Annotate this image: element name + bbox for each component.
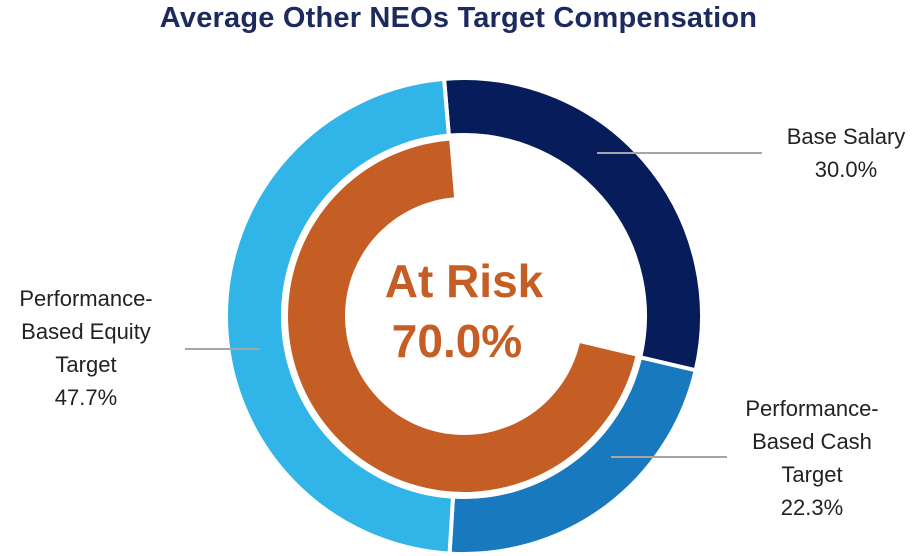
value-label-cash: 22.3%: [781, 495, 843, 520]
outer-ring: [224, 76, 704, 556]
center-label-at-risk: At Risk: [385, 255, 544, 307]
inner-ring: [288, 140, 636, 493]
slice-label-equity: Target: [55, 352, 116, 377]
slice-label-cash: Target: [781, 462, 842, 487]
slice-label-cash: Performance-: [745, 396, 878, 421]
slice-label-equity: Based Equity: [21, 319, 151, 344]
slice-label-base: Base Salary: [787, 124, 906, 149]
leader-lines: [185, 152, 762, 458]
slice-label-equity: Performance-: [19, 286, 152, 311]
value-label-base: 30.0%: [815, 157, 877, 182]
value-label-equity: 47.7%: [55, 385, 117, 410]
slice-labels: Base Salary 30.0% Performance- Based Cash Ta…: [19, 124, 905, 520]
center-value-at-risk: 70.0%: [392, 315, 522, 367]
inner-slice-at_risk: [288, 140, 636, 493]
outer-slice-equity: [224, 76, 456, 556]
slice-label-cash: Based Cash: [752, 429, 872, 454]
chart-title: Average Other NEOs Target Compensation: [159, 2, 758, 34]
